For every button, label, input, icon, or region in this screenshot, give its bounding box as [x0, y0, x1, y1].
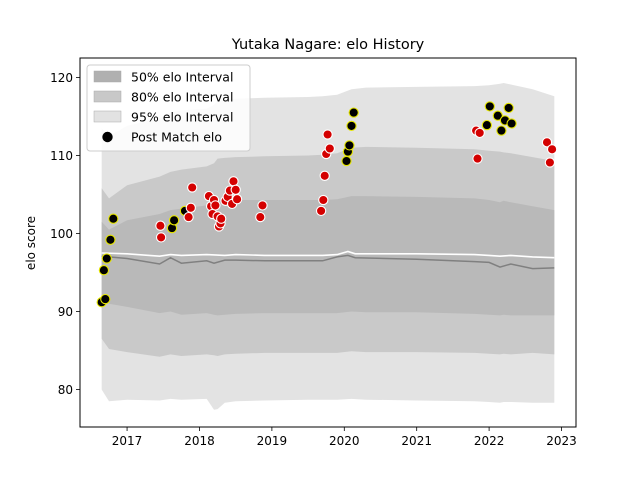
win-point: [98, 265, 110, 276]
win-point: [496, 125, 507, 136]
legend-box: [86, 64, 251, 152]
legend-swatch: [93, 90, 122, 103]
legend-label: 80% elo Interval: [131, 90, 233, 105]
y-tick-label: 90: [58, 305, 73, 319]
y-tick-label: 100: [50, 227, 73, 241]
loss-point: [155, 220, 166, 231]
legend-label: Post Match elo: [131, 130, 222, 145]
y-tick-label: 80: [58, 383, 73, 397]
loss-point: [255, 211, 266, 223]
loss-point: [231, 194, 243, 205]
chart-title: Yutaka Nagare: elo History: [231, 37, 425, 53]
y-axis-title: elo score: [24, 216, 38, 270]
loss-point: [185, 202, 196, 213]
loss-point: [155, 232, 167, 243]
win-point: [105, 234, 116, 245]
win-point: [492, 110, 503, 121]
loss-point: [319, 170, 330, 181]
axes-frame: [79, 57, 577, 428]
win-point: [506, 118, 517, 129]
loss-point: [187, 182, 198, 193]
win-point: [344, 140, 355, 151]
legend: 50% elo Interval 80% elo Interval 95% elo …: [86, 64, 251, 152]
mean-line: [101, 250, 555, 259]
plot-content: [96, 83, 558, 410]
y-tick-label: 110: [50, 149, 73, 163]
legend-marker: [102, 131, 113, 143]
x-tick-label: 2022: [474, 434, 505, 448]
win-point: [481, 119, 493, 131]
loss-point: [474, 127, 485, 139]
win-point: [503, 102, 514, 114]
loss-point: [216, 213, 227, 224]
loss-point: [257, 200, 268, 211]
loss-point: [322, 129, 333, 140]
win-points: [96, 101, 517, 308]
loss-point: [315, 205, 327, 217]
loss-point: [210, 200, 221, 211]
legend-swatch: [93, 110, 122, 123]
win-point: [348, 107, 359, 118]
loss-point: [541, 137, 553, 148]
x-tick-label: 2018: [184, 434, 215, 448]
win-point: [100, 293, 111, 305]
x-tick-label: 2021: [401, 434, 432, 448]
x-tick-label: 2020: [329, 434, 360, 448]
win-point: [346, 120, 357, 132]
win-point: [484, 101, 495, 112]
x-tick-label: 2017: [112, 434, 143, 448]
loss-points: [155, 125, 558, 243]
loss-point: [318, 194, 329, 206]
x-tick-label: 2023: [546, 434, 577, 448]
legend-label: 95% elo Interval: [131, 110, 233, 125]
win-point: [108, 213, 119, 224]
legend-label: 50% elo Interval: [131, 70, 233, 85]
median-line: [101, 254, 555, 270]
loss-point: [230, 184, 241, 195]
loss-point: [472, 153, 483, 164]
win-point: [168, 215, 180, 226]
loss-point: [544, 157, 556, 168]
loss-point: [183, 211, 194, 223]
loss-point: [546, 144, 558, 155]
legend-swatch: [93, 70, 122, 83]
plot-area: 2017 2018 2019 2020 2021 2022 2023 80 90 100 110 12…: [50, 57, 577, 448]
y-tick-label: 120: [50, 71, 73, 85]
win-point: [341, 155, 352, 167]
loss-point: [324, 143, 335, 154]
x-tick-label: 2019: [257, 434, 288, 448]
loss-point: [228, 176, 239, 187]
win-point: [101, 253, 112, 264]
